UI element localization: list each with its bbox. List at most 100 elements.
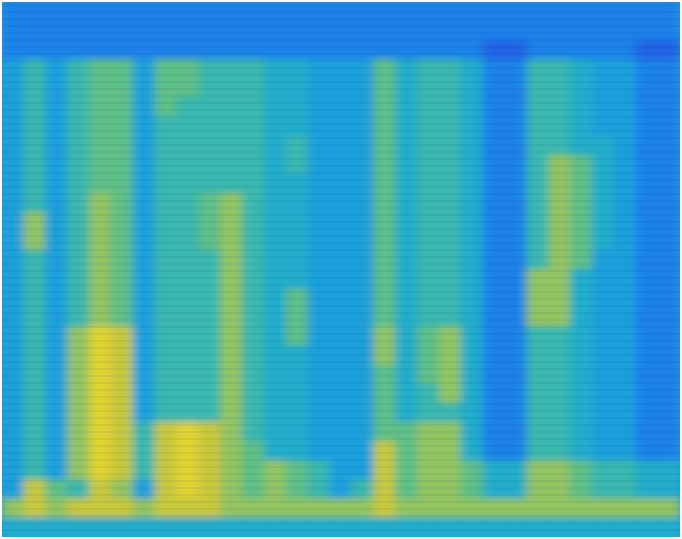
- stripe: [2, 298, 680, 300]
- cell: [286, 384, 309, 404]
- cell: [111, 78, 134, 98]
- cell: [330, 97, 353, 117]
- cell: [198, 479, 221, 499]
- cell: [67, 269, 90, 289]
- cell: [111, 21, 134, 41]
- cell: [45, 21, 68, 41]
- cell: [658, 384, 680, 404]
- cell: [242, 441, 265, 461]
- cell: [417, 384, 440, 404]
- cell: [67, 403, 90, 423]
- stripe: [2, 18, 680, 20]
- cell: [111, 365, 134, 385]
- cell: [505, 250, 528, 270]
- cell: [111, 40, 134, 60]
- cell: [45, 403, 68, 423]
- cell: [198, 78, 221, 98]
- cell: [351, 479, 374, 499]
- cell: [67, 307, 90, 327]
- cell: [570, 517, 593, 537]
- cell: [45, 460, 68, 480]
- cell: [89, 78, 112, 98]
- cell: [614, 250, 637, 270]
- cell: [461, 250, 484, 270]
- stripe: [2, 487, 680, 489]
- cell: [526, 365, 549, 385]
- cell: [242, 517, 265, 537]
- cell: [395, 479, 418, 499]
- cell: [45, 193, 68, 213]
- stripe: [2, 361, 680, 363]
- stripe: [2, 312, 680, 314]
- cell: [548, 116, 571, 136]
- cell: [67, 384, 90, 404]
- cell: [45, 40, 68, 60]
- cell: [176, 269, 199, 289]
- spectrogram: [0, 0, 682, 539]
- cell: [242, 479, 265, 499]
- cell: [526, 403, 549, 423]
- stripe: [2, 473, 680, 475]
- cell: [308, 231, 331, 251]
- cell: [636, 97, 659, 117]
- cell: [264, 441, 287, 461]
- cell: [526, 269, 549, 289]
- cell: [417, 479, 440, 499]
- cell: [570, 97, 593, 117]
- cell: [636, 517, 659, 537]
- cell: [155, 250, 178, 270]
- cell: [592, 326, 615, 346]
- cell: [330, 250, 353, 270]
- cell: [242, 78, 265, 98]
- cell: [111, 326, 134, 346]
- stripe: [2, 60, 680, 62]
- cell: [176, 97, 199, 117]
- stripe: [2, 207, 680, 209]
- cell: [330, 193, 353, 213]
- cell: [417, 326, 440, 346]
- cell: [439, 78, 462, 98]
- cell: [395, 193, 418, 213]
- cell: [67, 231, 90, 251]
- stripe: [2, 438, 680, 440]
- cell: [461, 441, 484, 461]
- cell: [330, 326, 353, 346]
- cell: [417, 365, 440, 385]
- cell: [461, 517, 484, 537]
- cell: [439, 460, 462, 480]
- cell: [242, 154, 265, 174]
- cell: [176, 193, 199, 213]
- cell: [198, 154, 221, 174]
- cell: [614, 59, 637, 79]
- cell: [45, 116, 68, 136]
- cell: [570, 40, 593, 60]
- cell: [548, 441, 571, 461]
- cell: [242, 326, 265, 346]
- cell: [483, 479, 506, 499]
- cell: [439, 441, 462, 461]
- cell: [636, 269, 659, 289]
- cell: [89, 441, 112, 461]
- cell: [308, 154, 331, 174]
- cell: [461, 384, 484, 404]
- cell: [176, 116, 199, 136]
- cell: [2, 154, 24, 174]
- cell: [658, 307, 680, 327]
- cell: [2, 21, 24, 41]
- cell: [439, 288, 462, 308]
- cell: [439, 116, 462, 136]
- cell: [636, 479, 659, 499]
- cell: [220, 231, 243, 251]
- cell: [351, 365, 374, 385]
- cell: [592, 307, 615, 327]
- cell: [89, 307, 112, 327]
- cell: [658, 269, 680, 289]
- cell: [373, 97, 396, 117]
- cell: [308, 403, 331, 423]
- cell: [308, 40, 331, 60]
- cell: [111, 97, 134, 117]
- cell: [111, 441, 134, 461]
- cell: [330, 441, 353, 461]
- cell: [264, 173, 287, 193]
- cell: [483, 173, 506, 193]
